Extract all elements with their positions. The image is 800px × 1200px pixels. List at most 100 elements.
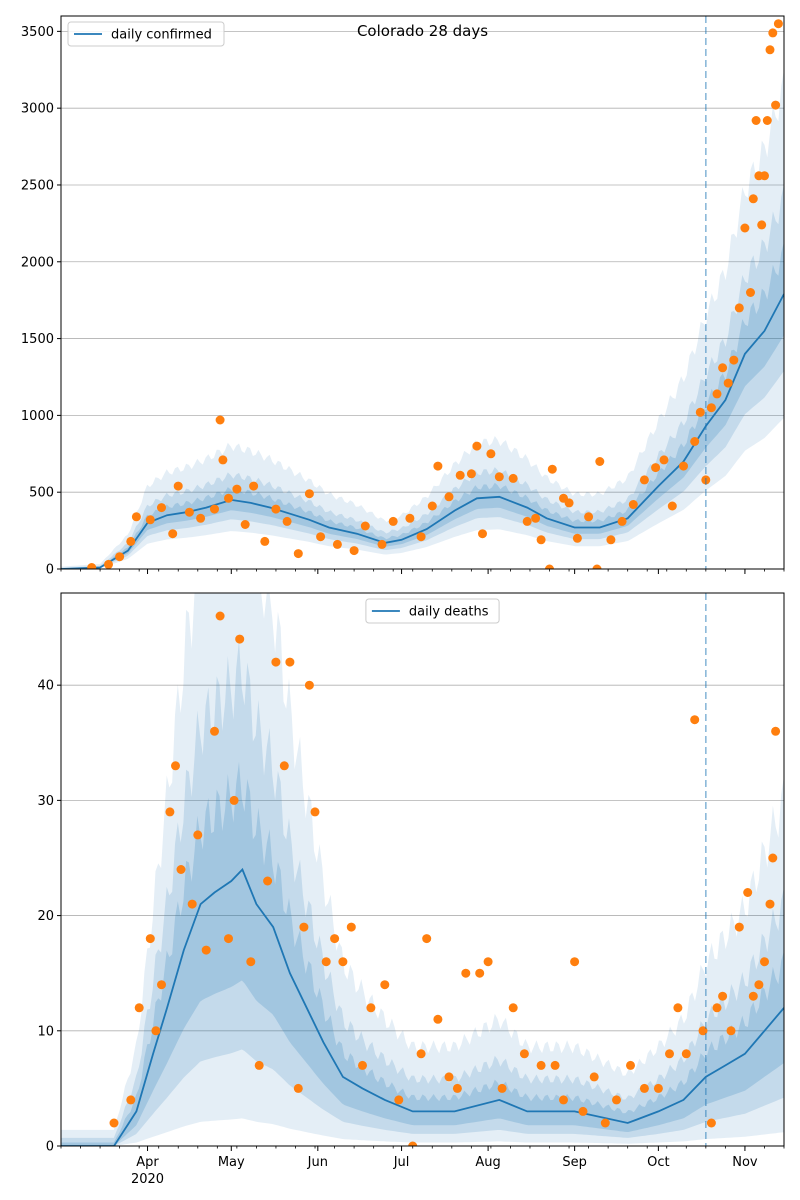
data-point bbox=[271, 504, 281, 514]
data-point bbox=[768, 853, 778, 863]
data-point bbox=[564, 498, 574, 508]
data-point bbox=[466, 469, 476, 479]
data-point bbox=[628, 500, 638, 509]
y-tick-label: 0 bbox=[46, 1140, 54, 1155]
data-point bbox=[760, 171, 769, 181]
data-point bbox=[452, 1083, 462, 1093]
x-tick-label: Nov bbox=[732, 1155, 758, 1170]
data-point bbox=[461, 968, 471, 978]
data-point bbox=[665, 1049, 674, 1059]
data-point bbox=[196, 513, 206, 523]
data-point bbox=[171, 761, 180, 771]
data-point bbox=[360, 521, 370, 531]
data-point bbox=[706, 1118, 716, 1128]
data-point bbox=[165, 807, 175, 817]
data-point bbox=[494, 472, 504, 482]
data-point bbox=[595, 457, 605, 466]
y-tick-label: 1500 bbox=[21, 332, 54, 347]
data-point bbox=[519, 1049, 529, 1059]
data-point bbox=[321, 957, 331, 967]
x-tick-year-label: 2020 bbox=[131, 1172, 164, 1187]
data-point bbox=[299, 922, 309, 932]
data-point bbox=[508, 473, 518, 483]
panel-1: 0 500 1000 1500 2000 2500 3000 3500 Colorado 28 … bbox=[21, 15, 785, 578]
data-point bbox=[718, 991, 728, 1001]
data-point bbox=[293, 1083, 303, 1093]
data-point bbox=[690, 437, 700, 446]
data-point bbox=[706, 403, 716, 413]
data-point bbox=[115, 552, 125, 562]
data-point bbox=[134, 1003, 144, 1013]
data-point bbox=[531, 513, 541, 523]
data-point bbox=[455, 470, 465, 480]
data-point bbox=[751, 116, 761, 125]
data-point bbox=[740, 223, 750, 233]
data-point bbox=[572, 533, 582, 543]
data-point bbox=[617, 516, 627, 526]
x-tick-label: Jul bbox=[393, 1155, 410, 1170]
data-point bbox=[522, 516, 532, 526]
data-point bbox=[416, 532, 426, 542]
legend-box bbox=[365, 598, 500, 624]
data-point bbox=[578, 1106, 588, 1116]
y-tick-label: 20 bbox=[37, 909, 54, 924]
legend: daily deaths bbox=[365, 598, 500, 624]
data-point bbox=[536, 1060, 546, 1070]
data-point bbox=[592, 564, 602, 569]
data-point bbox=[380, 980, 390, 990]
data-point bbox=[304, 489, 314, 499]
data-point bbox=[550, 1060, 560, 1070]
data-point bbox=[729, 355, 739, 365]
data-point bbox=[472, 441, 482, 451]
data-point bbox=[145, 934, 155, 944]
data-point bbox=[653, 1083, 663, 1093]
data-point bbox=[193, 830, 203, 840]
data-point bbox=[126, 536, 136, 546]
data-point bbox=[210, 504, 219, 514]
series-line-daily-deaths bbox=[61, 867, 784, 1146]
data-point bbox=[349, 546, 359, 556]
data-point bbox=[109, 1118, 119, 1128]
data-point bbox=[760, 957, 769, 967]
y-tick-label: 0 bbox=[46, 563, 54, 578]
data-point bbox=[87, 563, 97, 569]
data-point bbox=[232, 484, 242, 494]
data-point bbox=[606, 535, 616, 545]
data-point bbox=[187, 899, 197, 909]
y-tick-label: 2000 bbox=[21, 255, 54, 270]
data-point bbox=[377, 539, 387, 549]
uncertainty-band bbox=[61, 640, 784, 1146]
data-point bbox=[332, 539, 342, 549]
data-point bbox=[405, 513, 415, 523]
data-point bbox=[316, 532, 326, 542]
data-point bbox=[210, 726, 219, 736]
data-point bbox=[224, 493, 233, 503]
data-point bbox=[765, 899, 775, 909]
data-point bbox=[157, 503, 166, 513]
data-point bbox=[639, 475, 649, 485]
data-point bbox=[366, 1003, 376, 1013]
data-point bbox=[246, 957, 256, 967]
data-point bbox=[444, 492, 454, 502]
data-point bbox=[681, 1049, 691, 1059]
data-point bbox=[249, 481, 259, 491]
data-point bbox=[773, 19, 783, 29]
data-point bbox=[310, 807, 320, 817]
data-point bbox=[497, 1083, 507, 1093]
data-point bbox=[293, 549, 303, 559]
legend-box bbox=[67, 21, 225, 47]
data-point bbox=[612, 1095, 621, 1105]
data-point bbox=[589, 1072, 599, 1082]
data-point bbox=[358, 1060, 367, 1070]
data-point bbox=[559, 1095, 568, 1105]
data-point bbox=[726, 1026, 736, 1036]
data-point bbox=[388, 516, 398, 526]
uncertainty-band bbox=[61, 593, 784, 1146]
data-point bbox=[483, 957, 493, 967]
axes-frame bbox=[60, 15, 785, 570]
data-point bbox=[260, 536, 270, 546]
data-point bbox=[271, 657, 281, 667]
data-point bbox=[508, 1003, 518, 1013]
plot-area bbox=[61, 16, 784, 569]
